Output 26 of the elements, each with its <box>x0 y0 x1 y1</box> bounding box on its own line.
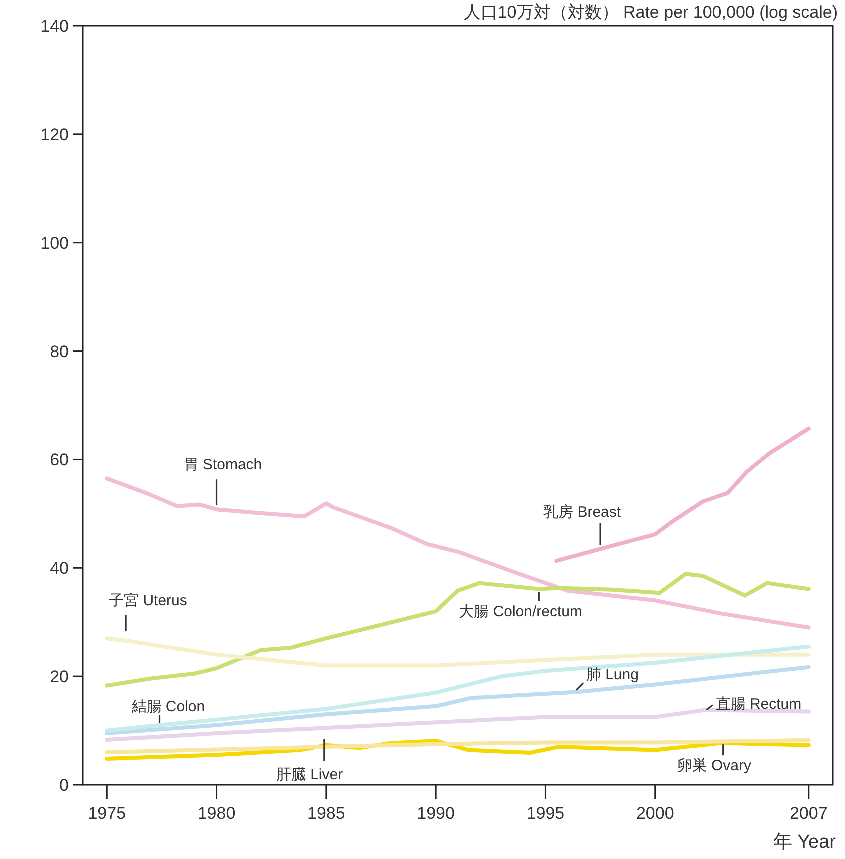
y-tick-label: 120 <box>40 125 69 144</box>
series-label: 卵巣 Ovary <box>677 758 752 775</box>
x-tick-label: 2007 <box>790 804 828 823</box>
y-tick-label: 100 <box>40 234 69 253</box>
text: 胃 Stomach <box>184 456 262 474</box>
y-tick-label: 140 <box>40 17 69 36</box>
series-label: 子宮 Uterus <box>109 592 188 610</box>
y-tick-label: 40 <box>50 559 69 578</box>
chart-title: 人口10万対（対数） Rate per 100,000 (log scale) <box>464 3 838 22</box>
y-tick-label: 60 <box>50 450 69 470</box>
x-tick-label: 1990 <box>417 804 455 823</box>
series-label: 肝臓 Liver <box>276 766 344 784</box>
series-label: 大腸 Colon/rectum <box>459 603 583 620</box>
series-label: 乳房 Breast <box>544 504 622 522</box>
series-label: 結腸 Colon <box>130 698 206 716</box>
x-tick-label: 1985 <box>308 804 346 823</box>
x-tick-label: 2000 <box>636 804 674 823</box>
x-tick-label: 1975 <box>88 804 126 823</box>
x-tick-label: 1980 <box>198 804 236 823</box>
series-label: 直腸 Rectum <box>716 696 802 714</box>
x-axis-title: 年 Year <box>773 832 837 853</box>
y-tick-label: 20 <box>50 668 69 687</box>
series-label: 肺 Lung <box>586 666 639 684</box>
y-tick-label: 0 <box>60 776 69 795</box>
x-tick-label: 1995 <box>526 804 565 823</box>
y-tick-label: 80 <box>50 342 69 362</box>
